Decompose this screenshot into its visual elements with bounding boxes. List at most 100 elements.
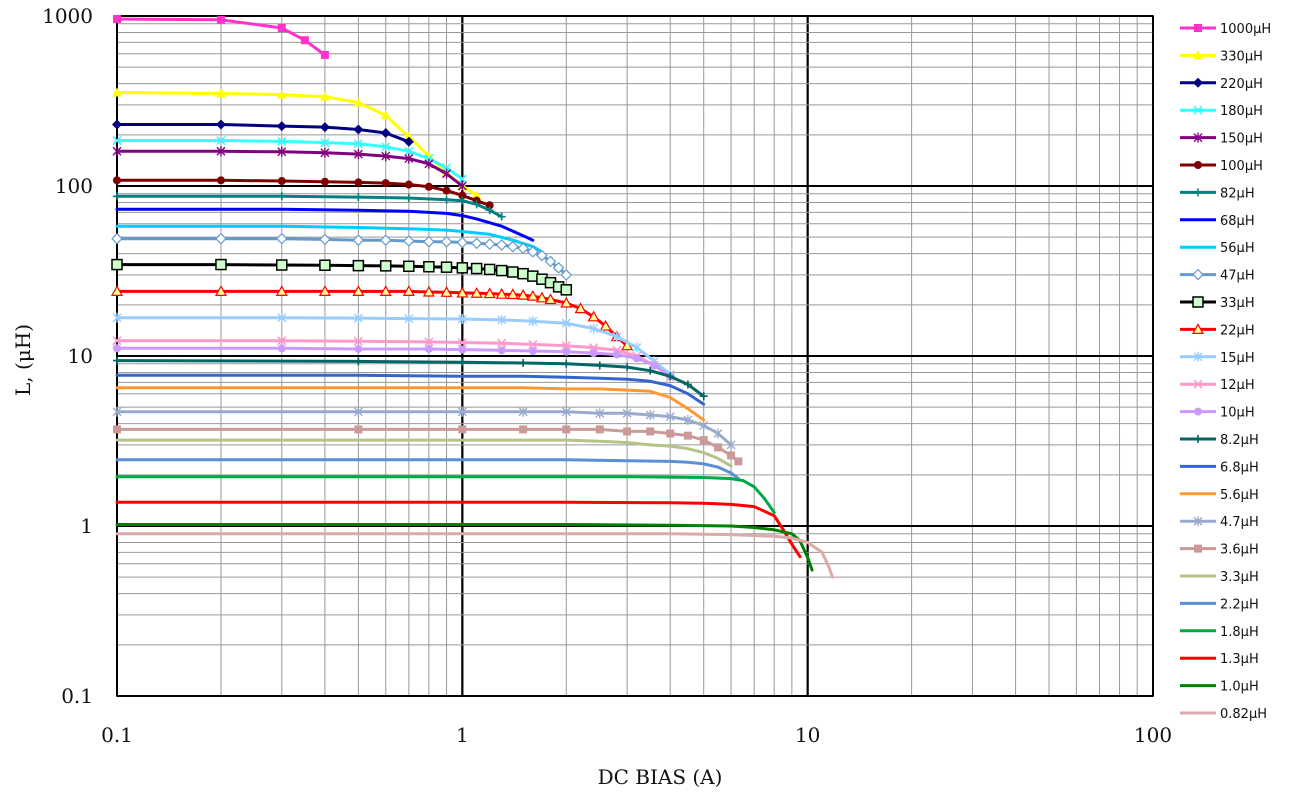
series-150μH <box>112 146 467 191</box>
data-point <box>457 406 467 417</box>
data-point <box>714 443 723 452</box>
data-point <box>589 349 598 358</box>
x-tick-label: 0.1 <box>101 723 133 747</box>
data-point <box>379 234 392 247</box>
data-point <box>402 235 415 247</box>
y-axis-label: L, (μH) <box>11 324 35 396</box>
legend-label: 1.8μH <box>1220 625 1259 640</box>
series-line <box>115 373 706 406</box>
legend-label: 220μH <box>1220 77 1263 92</box>
data-point <box>599 319 612 331</box>
data-point <box>215 232 227 245</box>
data-point <box>353 149 363 160</box>
series-1.3μH <box>115 500 802 559</box>
data-point <box>666 372 675 381</box>
data-point <box>595 425 604 434</box>
data-point <box>424 344 433 353</box>
data-point <box>470 237 483 250</box>
legend-label: 180μH <box>1220 104 1263 119</box>
legend-label: 8.2μH <box>1220 433 1259 448</box>
data-point <box>589 323 599 334</box>
legend-entry: 1.3μH <box>1180 652 1259 667</box>
legend-entry: 100μH <box>1180 159 1263 174</box>
series-6.8μH <box>115 373 706 406</box>
series-3.3μH <box>115 438 733 468</box>
legend-entry: 3.3μH <box>1180 570 1259 585</box>
series-2.2μH <box>115 458 740 481</box>
data-point <box>1194 435 1202 443</box>
data-point <box>440 286 453 297</box>
data-point <box>442 195 451 204</box>
legend-label: 4.7μH <box>1220 515 1259 530</box>
data-point <box>458 358 467 367</box>
data-point <box>506 288 519 300</box>
legend-entry: 68μH <box>1180 214 1255 229</box>
data-point <box>507 266 519 278</box>
legend-label: 68μH <box>1220 214 1255 229</box>
legend-label: 0.82μH <box>1220 707 1267 722</box>
series-1.8μH <box>115 475 776 514</box>
series-8.2μH <box>113 356 708 401</box>
data-point <box>457 314 467 325</box>
legend-entry: 6.8μH <box>1180 460 1259 475</box>
legend-label: 10μH <box>1220 406 1255 421</box>
data-point <box>458 191 467 200</box>
legend-entry: 15μH <box>1180 351 1255 366</box>
data-point <box>535 291 548 303</box>
data-point <box>112 87 122 97</box>
data-point <box>699 420 709 431</box>
data-point <box>497 212 506 221</box>
legend-entry: 10μH <box>1180 406 1255 421</box>
data-point <box>497 314 507 325</box>
data-point <box>574 302 587 314</box>
series-line <box>115 207 535 242</box>
data-point <box>353 124 364 135</box>
series-line <box>115 139 464 181</box>
data-point <box>113 425 121 434</box>
series-15μH <box>112 312 675 380</box>
data-point <box>458 196 467 205</box>
series-47μH <box>111 232 573 281</box>
legend-entry: 33μH <box>1180 296 1255 311</box>
data-point <box>403 260 415 273</box>
data-point <box>699 392 708 401</box>
plot-frame <box>116 15 1154 697</box>
legend-label: 1.3μH <box>1220 652 1259 667</box>
data-point <box>318 285 331 296</box>
data-point <box>1193 516 1203 527</box>
data-point <box>632 354 641 363</box>
series-0.82μH <box>115 532 834 579</box>
data-point <box>354 344 363 353</box>
data-point <box>215 258 227 271</box>
data-point <box>379 285 392 296</box>
data-point <box>277 344 286 353</box>
legend-entry: 1.0μH <box>1180 680 1259 695</box>
y-tick-label: 0.1 <box>61 684 93 708</box>
data-point <box>111 232 123 245</box>
data-point <box>424 158 434 169</box>
legend-label: 2.2μH <box>1220 597 1259 612</box>
legend-label: 15μH <box>1220 351 1255 366</box>
data-point <box>352 259 365 272</box>
data-point <box>734 457 743 466</box>
data-point <box>456 236 469 249</box>
data-point <box>354 357 363 366</box>
data-point <box>519 358 528 367</box>
data-point <box>423 260 435 273</box>
data-point <box>560 296 573 308</box>
legend-label: 6.8μH <box>1220 460 1259 475</box>
legend-entry: 180μH <box>1180 104 1263 119</box>
data-point <box>699 436 708 445</box>
data-point <box>622 408 632 419</box>
legend-entry: 3.6μH <box>1180 543 1259 558</box>
data-point <box>277 136 287 146</box>
data-point <box>683 431 692 440</box>
data-point <box>683 415 693 426</box>
data-point <box>424 337 434 347</box>
data-point <box>561 406 571 417</box>
series-22μH <box>110 285 634 351</box>
legend-entry: 1.8μH <box>1180 625 1259 640</box>
data-point <box>380 128 391 139</box>
data-point <box>1192 268 1204 281</box>
legend-label: 330μH <box>1220 49 1263 64</box>
